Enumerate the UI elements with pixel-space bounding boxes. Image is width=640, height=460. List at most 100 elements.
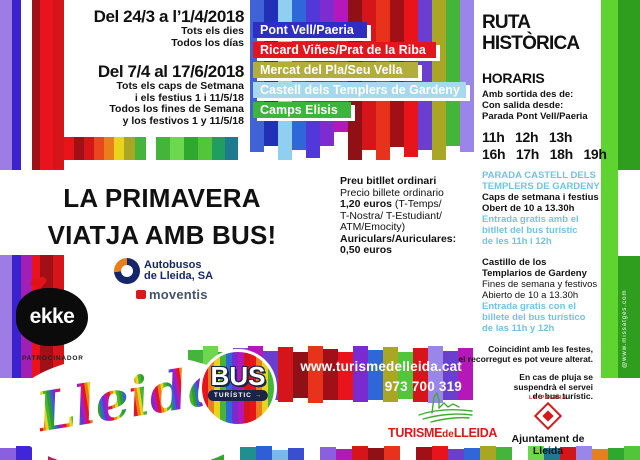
stripe bbox=[601, 0, 618, 378]
stripe-band-under-dates-a bbox=[64, 137, 146, 160]
stripe-band-left-top bbox=[0, 0, 64, 170]
stripe bbox=[135, 137, 146, 160]
stripe bbox=[288, 448, 304, 460]
turisme-skyline-icon bbox=[418, 391, 473, 423]
stripe bbox=[443, 351, 458, 400]
stripe bbox=[84, 137, 94, 160]
stripe bbox=[224, 449, 240, 460]
stripe bbox=[592, 449, 608, 460]
dates-panel: Del 24/3 a l’1/4/2018 Tots els dies Todo… bbox=[64, 0, 246, 137]
bus-turistic-tag: TURÍSTIC → bbox=[207, 390, 269, 401]
stripe bbox=[240, 447, 256, 460]
stripe bbox=[225, 137, 238, 160]
website-url: www.turismedelleida.cat bbox=[300, 359, 462, 374]
notes: Coincidint amb les festes, el recorregut… bbox=[458, 344, 593, 401]
stripe bbox=[404, 0, 418, 157]
stripe bbox=[496, 447, 512, 460]
stripe bbox=[608, 448, 624, 460]
ajuntament-logo: LA PAERIA Ajuntament de Lleida bbox=[511, 395, 585, 457]
stripe bbox=[560, 447, 576, 460]
paeria-shield-icon bbox=[533, 401, 563, 431]
stripe bbox=[308, 346, 323, 403]
price-amount: 1,20 euros bbox=[340, 198, 392, 210]
stripe bbox=[576, 446, 592, 460]
stripe bbox=[323, 349, 338, 400]
contact-info: www.turismedelleida.cat 973 700 319 bbox=[300, 359, 462, 394]
stripe bbox=[512, 450, 528, 460]
stripe bbox=[428, 346, 443, 403]
headline: LA PRIMAVERA VIATJA AMB BUS! bbox=[47, 183, 277, 250]
bus-stop-label: Mercat del Pla/Seu Vella bbox=[253, 62, 418, 78]
bus-stop-label: Camps Elisis bbox=[253, 102, 351, 118]
stripe bbox=[53, 0, 64, 170]
stripe bbox=[624, 446, 640, 460]
bus-stops-list: Pont Vell/Paeria Ricard Viñes/Prat de la … bbox=[253, 22, 466, 122]
price-headphones: 0,50 euros bbox=[340, 244, 392, 256]
times-row-2: 16h 17h 18h 19h bbox=[482, 146, 607, 162]
stripe bbox=[32, 0, 40, 170]
stripe bbox=[74, 137, 84, 160]
stripe bbox=[460, 0, 474, 152]
bus-stop-label: Ricard Viñes/Prat de la Riba bbox=[253, 42, 436, 58]
stripe bbox=[384, 446, 400, 460]
stripe bbox=[432, 0, 446, 160]
turisme-de-lleida-logo: TURISMEdeLLEIDA bbox=[388, 426, 498, 440]
stripe bbox=[368, 350, 383, 400]
stripe bbox=[618, 256, 640, 378]
stripe bbox=[348, 0, 362, 160]
stripe bbox=[446, 0, 460, 146]
stripe bbox=[198, 137, 212, 160]
stripe bbox=[320, 447, 336, 460]
moventis-logo: moventis bbox=[136, 287, 213, 302]
stripe bbox=[278, 347, 293, 402]
phone-number: 973 700 319 bbox=[384, 379, 462, 394]
sponsor-label: PATROCINADOR bbox=[22, 355, 84, 362]
stripe bbox=[448, 449, 464, 460]
stripe bbox=[32, 450, 48, 460]
stripe bbox=[212, 137, 225, 160]
route-title: RUTA HISTÒRICA bbox=[482, 12, 580, 54]
stripe bbox=[272, 450, 288, 460]
stripe bbox=[352, 446, 368, 460]
date-period-2-line: Todos los fines de Semana bbox=[109, 103, 244, 115]
stripe bbox=[618, 0, 640, 170]
stripe bbox=[304, 446, 320, 460]
stripe-band-under-dates-b bbox=[156, 137, 238, 160]
stripe bbox=[353, 346, 368, 402]
stripe bbox=[114, 137, 124, 160]
stripe bbox=[21, 0, 32, 170]
stripe bbox=[368, 448, 384, 460]
date-period-1-line: Todos los días bbox=[171, 36, 244, 49]
bus-stop-label: Pont Vell/Paeria bbox=[253, 22, 367, 38]
stripe bbox=[94, 137, 104, 160]
autobusos-logo: Autobusos de Lleida, SA moventis bbox=[114, 258, 213, 302]
stripe bbox=[278, 0, 292, 160]
times-row-1: 11h 12h 13h bbox=[482, 129, 573, 145]
stripe bbox=[416, 447, 432, 460]
stripe bbox=[12, 0, 21, 170]
date-period-1: Del 24/3 a l’1/4/2018 bbox=[93, 7, 245, 26]
gardeny-info-es: Castillo de los Templarios de Gardeny Fi… bbox=[482, 257, 598, 334]
stripe bbox=[0, 448, 16, 460]
stripe bbox=[124, 137, 135, 160]
schedule-heading: HORARIS bbox=[482, 70, 545, 86]
bus-turistic-logo: BUS TURÍSTIC → bbox=[199, 349, 277, 427]
stripe bbox=[464, 448, 480, 460]
stripe bbox=[398, 352, 413, 399]
stripe bbox=[306, 0, 320, 158]
stripe bbox=[544, 448, 560, 460]
stripe bbox=[170, 137, 184, 160]
stripe bbox=[0, 0, 12, 170]
arrow-icon: → bbox=[254, 392, 263, 399]
date-period-1-line: Tots els dies bbox=[181, 25, 244, 37]
route-panel: RUTA HISTÒRICA HORARIS Amb sortida des d… bbox=[482, 12, 607, 162]
stripe bbox=[156, 137, 170, 160]
stripe bbox=[376, 0, 390, 160]
moventis-icon bbox=[136, 290, 146, 299]
stripe bbox=[16, 446, 32, 460]
stripe bbox=[338, 352, 353, 400]
stripe bbox=[418, 0, 432, 150]
date-period-2: Del 7/4 al 17/6/2018 bbox=[97, 62, 244, 81]
design-credit: @www.missatges.com bbox=[622, 289, 628, 368]
